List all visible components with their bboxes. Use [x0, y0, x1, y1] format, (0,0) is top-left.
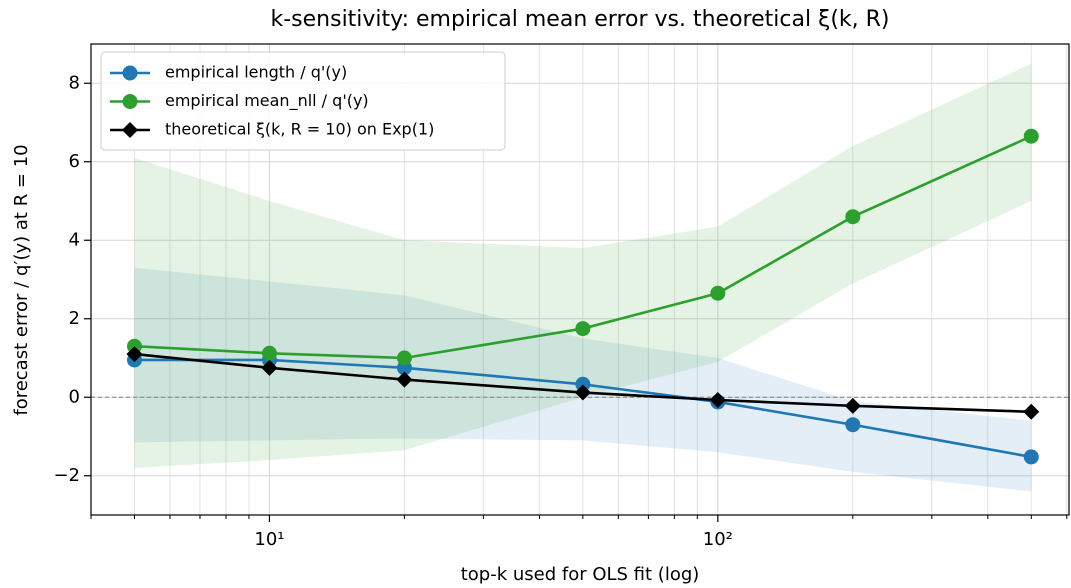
legend-label: theoretical ξ(k, R = 10) on Exp(1)	[165, 120, 434, 139]
chart-title: k-sensitivity: empirical mean error vs. …	[270, 7, 889, 32]
circle-marker	[575, 376, 591, 392]
x-tick-label: 10²	[703, 529, 733, 550]
y-tick-label: 6	[69, 151, 80, 172]
y-axis-label: forecast error / q′(y) at R = 10	[11, 144, 32, 415]
circle-marker	[261, 345, 277, 361]
circle-marker	[122, 94, 138, 109]
diamond-marker	[122, 122, 138, 138]
diamond-marker	[261, 359, 278, 376]
legend-label: empirical length / q'(y)	[165, 63, 347, 82]
diamond-marker	[126, 346, 143, 363]
y-tick-label: 4	[69, 229, 80, 250]
circle-marker	[710, 285, 726, 301]
circle-marker	[845, 417, 861, 433]
x-axis-label: top-k used for OLS fit (log)	[461, 564, 700, 585]
circle-marker	[1023, 128, 1039, 144]
circle-marker	[122, 65, 138, 81]
y-tick-label: 0	[69, 386, 80, 407]
diamond-marker	[1023, 403, 1040, 420]
diamond-marker	[709, 391, 726, 408]
diamond-marker	[574, 384, 591, 401]
y-tick-label: −2	[53, 465, 80, 486]
y-tick-label: 8	[69, 72, 80, 93]
diamond-marker	[844, 397, 861, 414]
circle-marker	[845, 209, 861, 225]
circle-marker	[396, 350, 412, 366]
diamond-marker	[396, 371, 413, 388]
y-tick-label: 2	[69, 308, 80, 329]
legend-label: empirical mean_nll / q'(y)	[165, 91, 369, 111]
x-tick-label: 10¹	[254, 529, 284, 550]
circle-marker	[1023, 449, 1039, 465]
legend-box	[100, 51, 506, 151]
error-band	[134, 63, 1032, 468]
circle-marker	[575, 321, 591, 337]
plot-frame	[90, 43, 1070, 516]
